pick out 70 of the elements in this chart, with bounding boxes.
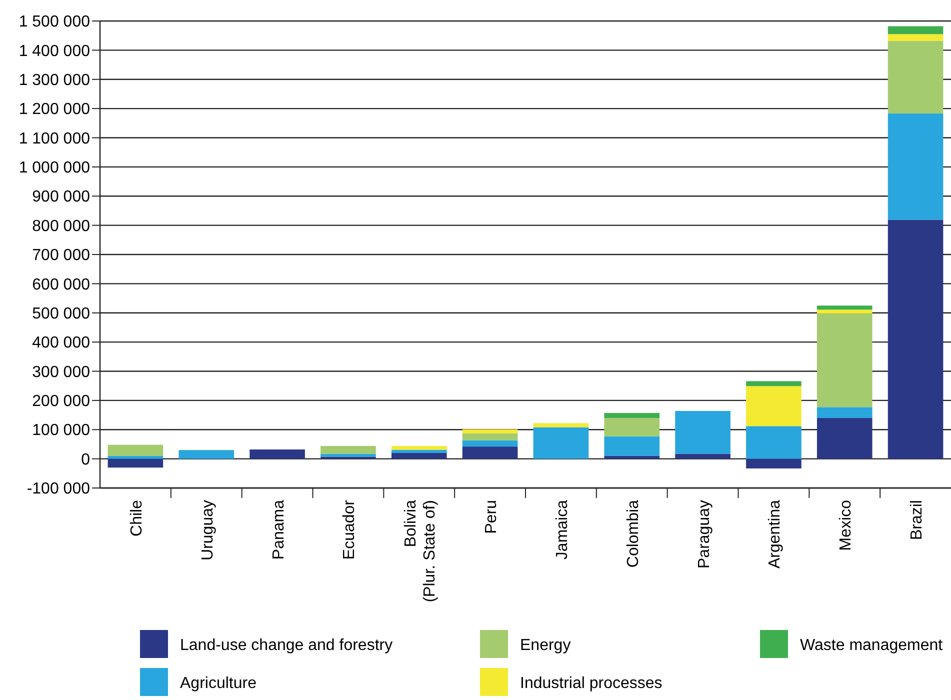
bar [462,429,518,434]
y-tick-label: 400 000 [32,334,90,352]
y-tick-label: 1 000 000 [18,160,90,177]
y-tick-label: 700 000 [32,247,90,264]
bar [746,458,802,468]
y-tick-label: 1 400 000 [18,42,90,60]
bar [675,454,730,459]
bar [462,446,518,459]
x-tick-label: Uruguay [199,500,216,560]
bar [391,446,447,450]
bar [746,386,802,426]
bar [816,310,872,314]
y-tick-label: 100 000 [32,422,90,440]
bar [462,433,518,440]
bar [816,418,872,459]
bar [391,450,447,453]
legend-label: Energy [520,637,571,654]
bar [888,114,944,220]
x-tick-label: Argentina [766,500,784,568]
x-tick-label: Chile [128,500,146,536]
x-tick-label: Brazil [908,500,926,540]
y-tick-label: 1 100 000 [18,130,90,148]
x-tick-label: Mexico [838,500,855,551]
bar [604,418,660,436]
y-tick-label: 800 000 [32,218,90,235]
bar [604,412,660,418]
y-tick-label: 200 000 [32,393,90,410]
x-tick-label: Paraguay [696,500,713,568]
bar [320,454,376,457]
bar [888,40,944,114]
x-tick-label: Peru [483,500,500,534]
y-tick-label: 600 000 [32,276,90,294]
bar [816,313,872,408]
bar [108,458,164,468]
y-tick-label: 1 500 000 [18,14,90,31]
y-tick-label: -100 000 [26,480,90,498]
bar [746,426,802,459]
y-tick-label: 900 000 [32,188,90,206]
bar [320,446,376,454]
bar [888,34,944,41]
y-tick-label: 1 300 000 [18,72,90,89]
y-tick-label: 0 [81,451,90,468]
legend-label: Waste management [800,637,944,654]
x-tick-label: Panama [270,500,288,560]
bar [816,306,872,310]
bar [888,26,944,34]
bar [604,436,660,456]
bar [746,381,802,386]
bar [178,450,234,459]
x-tick-label: Colombia [624,500,642,568]
bar [675,410,730,454]
bar [604,456,660,459]
y-tick-label: 500 000 [32,305,90,322]
bar [250,449,305,459]
x-tick-label: Jamaica [554,500,571,560]
bar [462,440,518,447]
bar [391,452,447,459]
bar [816,407,872,418]
y-tick-label: 1 200 000 [18,101,90,118]
bar [888,220,944,459]
legend-label: Agriculture [180,675,257,692]
x-tick-label: Ecuador [341,499,358,560]
legend-label: Land-use change and forestry [180,637,393,654]
bar [108,456,164,459]
x-tick-label: Bolivia (Plur. State of) [402,500,439,602]
bar [533,423,589,428]
y-tick-label: 300 000 [32,364,90,381]
legend-label: Industrial processes [520,675,662,692]
bar [108,444,164,456]
bar [533,427,589,459]
